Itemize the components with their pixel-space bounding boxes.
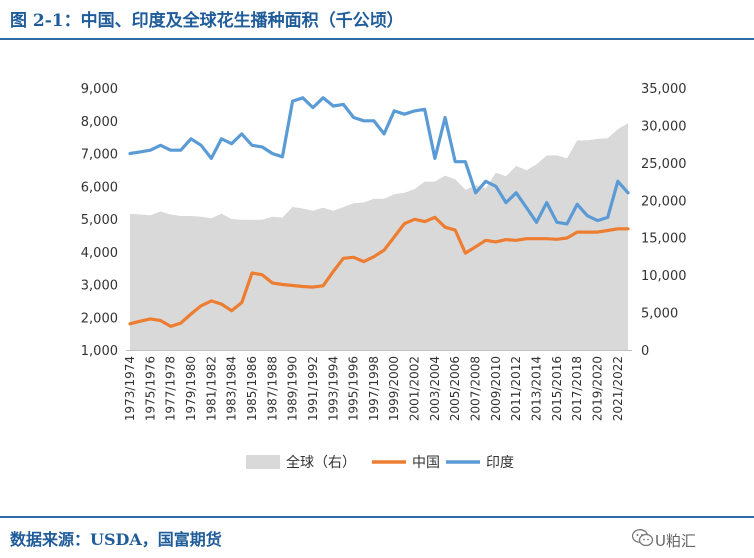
x-tick-label: 2009/2010 [489, 356, 503, 421]
legend-label: 印度 [486, 455, 514, 471]
left-tick-label: 5,000 [81, 213, 118, 228]
x-tick-label: 1997/1998 [367, 356, 381, 421]
x-tick-label: 2013/2014 [530, 356, 544, 421]
left-tick-label: 6,000 [81, 180, 118, 195]
legend-swatch-world [246, 455, 280, 469]
x-tick-label: 2001/2002 [408, 356, 422, 421]
x-axis: 1973/1974 1975/1976 1977/1978 1979/1980 1981… [123, 350, 632, 421]
watermark-label: U粕汇 [655, 532, 696, 550]
x-tick-label: 2007/2008 [469, 356, 483, 421]
x-tick-label: 1975/1976 [143, 356, 157, 421]
right-tick-label: 10,000 [641, 269, 687, 284]
left-axis: 1,000 2,000 3,000 4,000 5,000 6,000 7,000 8,000… [81, 82, 118, 359]
x-tick-label: 1987/1988 [265, 356, 279, 421]
bottom-divider [0, 516, 754, 518]
x-tick-label: 1999/2000 [387, 356, 401, 421]
left-tick-label: 3,000 [81, 279, 118, 294]
wechat-icon [632, 529, 654, 547]
right-tick-label: 15,000 [641, 232, 687, 247]
right-axis: 0 5,000 10,000 15,000 20,000 25,000 30,000 35,0… [641, 82, 687, 359]
x-tick-label: 2011/2012 [509, 356, 523, 421]
india-line [128, 96, 630, 226]
x-tick-label: 1979/1980 [184, 356, 198, 421]
x-tick-label: 1989/1990 [286, 356, 300, 421]
x-tick-label: 1985/1986 [245, 356, 259, 421]
right-tick-label: 35,000 [641, 82, 687, 97]
left-tick-label: 2,000 [81, 311, 118, 326]
right-tick-label: 5,000 [641, 307, 678, 322]
left-tick-label: 7,000 [81, 148, 118, 163]
world-area-series [130, 123, 628, 350]
legend-label: 中国 [412, 455, 440, 471]
x-tick-label: 1991/1992 [306, 356, 320, 421]
right-tick-label: 30,000 [641, 119, 687, 134]
figure-title: 图 2-1：中国、印度及全球花生播种面积（千公顷） [10, 11, 404, 31]
legend-label: 全球（右） [286, 454, 356, 471]
x-tick-label: 1977/1978 [164, 356, 178, 421]
x-tick-label: 1983/1984 [225, 356, 239, 421]
china-line [128, 215, 630, 328]
left-tick-label: 4,000 [81, 246, 118, 261]
x-tick-label: 1995/1996 [347, 356, 361, 421]
left-tick-label: 1,000 [81, 344, 118, 359]
x-tick-label: 2021/2022 [611, 356, 625, 421]
x-tick-label: 2005/2006 [448, 356, 462, 421]
source-note: 数据来源：USDA，国富期货 [10, 530, 222, 549]
peanut-area-chart: 1,000 2,000 3,000 4,000 5,000 6,000 7,000 8,000… [81, 82, 687, 471]
left-tick-label: 9,000 [81, 82, 118, 97]
x-tick-label: 1973/1974 [123, 356, 137, 421]
x-tick-label: 2017/2018 [570, 356, 584, 421]
line-series [128, 96, 630, 328]
x-tick-label: 1993/1994 [326, 356, 340, 421]
left-tick-label: 8,000 [81, 115, 118, 130]
legend: 全球（右） 中国 印度 [246, 454, 514, 471]
x-tick-label: 1981/1982 [204, 356, 218, 421]
x-tick-label: 2003/2004 [428, 356, 442, 421]
x-tick-label: 2019/2020 [591, 356, 605, 421]
right-tick-label: 0 [641, 344, 649, 359]
top-divider [0, 38, 754, 40]
right-tick-label: 20,000 [641, 194, 687, 209]
x-tick-label: 2015/2016 [550, 356, 564, 421]
world-area-shape [130, 123, 628, 350]
right-tick-label: 25,000 [641, 157, 687, 172]
